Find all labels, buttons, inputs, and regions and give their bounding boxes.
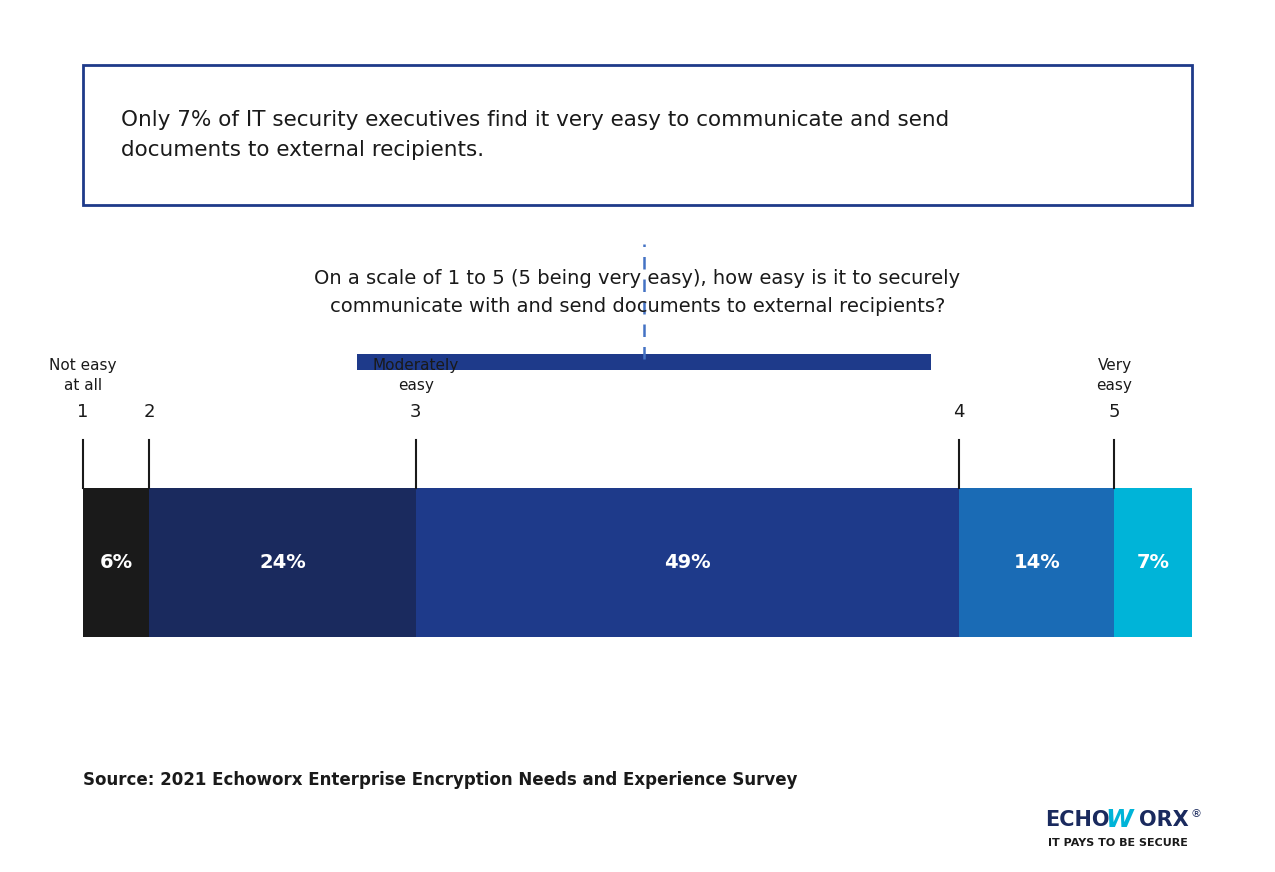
Text: ORX: ORX: [1139, 810, 1188, 829]
FancyBboxPatch shape: [1114, 488, 1192, 637]
Text: Only 7% of IT security executives find it very easy to communicate and send
docu: Only 7% of IT security executives find i…: [121, 111, 950, 160]
Text: On a scale of 1 to 5 (5 being very easy), how easy is it to securely
communicate: On a scale of 1 to 5 (5 being very easy)…: [315, 269, 960, 316]
FancyBboxPatch shape: [83, 488, 149, 637]
FancyBboxPatch shape: [959, 488, 1114, 637]
Text: 6%: 6%: [99, 553, 133, 572]
Text: 3: 3: [409, 403, 422, 421]
Text: 1: 1: [78, 403, 88, 421]
FancyBboxPatch shape: [83, 65, 1192, 205]
Text: Not easy
at all: Not easy at all: [50, 358, 116, 393]
Text: 2: 2: [144, 403, 156, 421]
Text: Very
easy: Very easy: [1096, 358, 1132, 393]
Text: IT PAYS TO BE SECURE: IT PAYS TO BE SECURE: [1048, 838, 1188, 848]
Text: 49%: 49%: [664, 553, 710, 572]
Text: ECHO: ECHO: [1046, 810, 1111, 829]
Text: 4: 4: [954, 403, 965, 421]
FancyBboxPatch shape: [357, 354, 931, 370]
Text: 7%: 7%: [1137, 553, 1169, 572]
Text: W: W: [1105, 807, 1133, 832]
Text: 24%: 24%: [259, 553, 306, 572]
FancyBboxPatch shape: [149, 488, 416, 637]
Text: 14%: 14%: [1014, 553, 1061, 572]
FancyBboxPatch shape: [416, 488, 959, 637]
Text: ®: ®: [1191, 809, 1202, 820]
Text: Moderately
easy: Moderately easy: [372, 358, 459, 393]
Text: 5: 5: [1109, 403, 1121, 421]
Text: Source: 2021 Echoworx Enterprise Encryption Needs and Experience Survey: Source: 2021 Echoworx Enterprise Encrypt…: [83, 772, 797, 789]
